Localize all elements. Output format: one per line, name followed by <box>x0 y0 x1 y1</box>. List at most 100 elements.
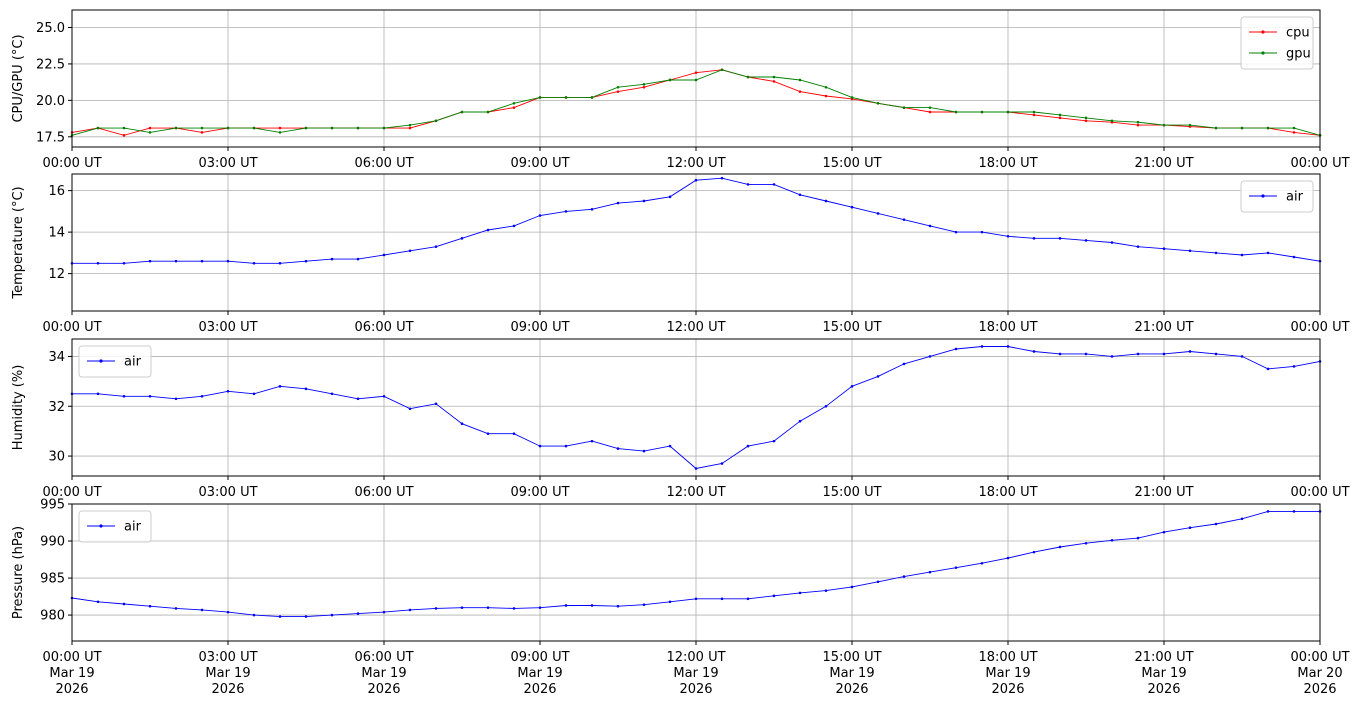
x-tick-label-line: 2026 <box>1303 682 1336 697</box>
data-point-gpu <box>304 126 308 130</box>
data-point-air <box>798 193 802 197</box>
y-axis-label: CPU/GPU (°C) <box>11 34 26 122</box>
y-tick-label: 16 <box>48 184 65 199</box>
data-point-air <box>96 600 100 604</box>
x-tick-label-line: 03:00 UT <box>198 156 257 171</box>
data-point-air <box>668 444 672 448</box>
data-point-gpu <box>252 126 256 130</box>
y-tick-label: 20.0 <box>36 94 65 109</box>
x-tick-label-line: 21:00 UT <box>1134 320 1193 335</box>
x-tick-label-line: 06:00 UT <box>354 650 413 665</box>
data-point-air <box>876 375 880 378</box>
data-point-air <box>980 345 984 348</box>
data-point-air <box>980 230 984 234</box>
data-point-air <box>876 580 880 584</box>
x-tick-label-line: 2026 <box>55 682 88 697</box>
data-point-air <box>1240 517 1244 521</box>
data-point-air <box>226 259 230 263</box>
data-point-air <box>356 397 360 401</box>
x-tick-label: 12:00 UT <box>666 156 725 171</box>
data-point-air <box>148 394 152 398</box>
x-tick-label-line: Mar 19 <box>517 666 562 681</box>
data-point-gpu <box>564 96 568 99</box>
data-point-cpu <box>928 110 932 114</box>
x-tick-label-line: 09:00 UT <box>510 485 569 500</box>
data-point-air <box>772 183 776 186</box>
data-point-gpu <box>746 75 750 79</box>
y-axis-label: Temperature (°C) <box>11 186 26 299</box>
data-point-air <box>96 392 100 396</box>
legend-box <box>1240 16 1314 70</box>
data-point-air <box>330 392 334 396</box>
data-point-gpu <box>174 126 178 130</box>
data-point-air <box>1266 367 1270 371</box>
x-tick-label-line: Mar 19 <box>361 666 406 681</box>
data-point-cpu <box>122 134 126 137</box>
data-point-air <box>1266 251 1270 255</box>
x-tick-label: 21:00 UT <box>1134 156 1193 171</box>
x-tick-label-line: 21:00 UT <box>1134 485 1193 500</box>
data-point-gpu <box>330 126 334 130</box>
x-tick-label: 21:00 UT <box>1134 485 1193 500</box>
data-point-air <box>1032 550 1036 554</box>
legend-box <box>78 345 152 378</box>
x-tick-label: 18:00 UT <box>978 485 1037 500</box>
x-tick-label-line: 12:00 UT <box>666 650 725 665</box>
data-point-air <box>928 355 932 358</box>
data-point-air <box>824 404 828 408</box>
x-tick-label-line: 00:00 UT <box>1290 156 1349 171</box>
data-point-air <box>200 608 204 612</box>
data-point-cpu <box>512 106 516 109</box>
x-tick-label-line: 00:00 UT <box>42 320 101 335</box>
data-point-air <box>1084 352 1088 356</box>
x-tick-label-line: Mar 19 <box>985 666 1030 681</box>
data-point-gpu <box>226 126 230 130</box>
x-tick-label: 18:00 UT Mar 19 2026 <box>978 650 1037 697</box>
x-tick-label-line: 2026 <box>835 682 868 697</box>
y-axis-label: Pressure (hPa) <box>11 526 26 619</box>
data-point-air <box>96 261 100 265</box>
x-tick-label: 15:00 UT <box>822 485 881 500</box>
x-tick-label-line: 2026 <box>1147 682 1180 697</box>
data-point-air <box>720 462 724 465</box>
legend-box <box>78 510 152 543</box>
data-point-air <box>304 387 308 391</box>
data-point-gpu <box>1240 126 1244 130</box>
data-point-air <box>746 597 750 601</box>
x-tick-label: 18:00 UT <box>978 320 1037 335</box>
data-point-air <box>1162 530 1166 534</box>
legend-box <box>1240 180 1314 213</box>
data-point-air <box>512 224 516 228</box>
legend: air <box>1240 180 1314 213</box>
data-point-air <box>668 600 672 604</box>
x-tick-label: 15:00 UT <box>822 156 881 171</box>
data-point-air <box>356 612 360 615</box>
data-point-air <box>434 607 438 610</box>
data-point-gpu <box>980 110 984 114</box>
data-point-air <box>1188 350 1192 353</box>
y-tick-label: 17.5 <box>36 130 65 145</box>
x-tick-label: 18:00 UT <box>978 156 1037 171</box>
data-point-air <box>902 575 906 578</box>
data-point-air <box>1058 545 1062 549</box>
data-point-air <box>1058 352 1062 356</box>
legend-label-gpu: gpu <box>1286 47 1311 62</box>
data-point-cpu <box>1136 123 1140 127</box>
x-tick-label-line: Mar 19 <box>205 666 250 681</box>
legend-marker-air <box>99 524 103 528</box>
data-point-air <box>642 603 646 607</box>
legend-marker-air <box>99 359 103 363</box>
data-point-air <box>1084 541 1088 545</box>
data-point-air <box>278 261 282 265</box>
data-point-air <box>252 261 256 265</box>
x-tick-label: 03:00 UT <box>198 320 257 335</box>
x-tick-label: 12:00 UT Mar 19 2026 <box>666 650 725 697</box>
data-point-gpu <box>772 75 776 79</box>
data-point-air <box>1214 251 1218 255</box>
data-point-cpu <box>772 80 776 83</box>
data-point-gpu <box>1136 120 1140 124</box>
legend: air <box>78 345 152 378</box>
data-point-air <box>174 259 178 263</box>
data-point-air <box>1162 352 1166 356</box>
